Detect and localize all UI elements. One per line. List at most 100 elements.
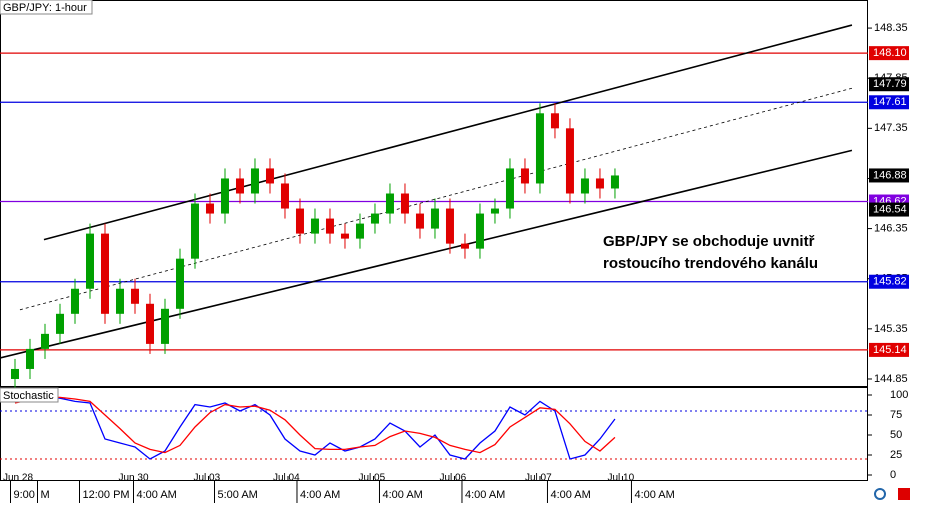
level-label-box [869, 95, 909, 110]
level-label-box [869, 274, 909, 289]
plot: 148.35147.85147.35146.85146.35145.85145.… [0, 22, 909, 503]
candle-body [430, 208, 439, 229]
candle-body [565, 128, 574, 194]
x-tick-label: Jul 03 [193, 473, 220, 484]
candle-body [310, 218, 319, 234]
stochastic-title-box [0, 387, 59, 403]
link-icon[interactable] [874, 488, 886, 500]
stochastic-line [14, 396, 616, 454]
chart-title: GBP/JPY: 1-hour [3, 2, 87, 14]
candle-body [475, 213, 484, 249]
candle-body [40, 333, 49, 349]
candle-body [205, 203, 214, 214]
candle-body [355, 223, 364, 239]
candle-body [490, 208, 499, 214]
candle-body [280, 183, 289, 209]
candle-body [535, 113, 544, 184]
price-marker-label: 147.79 [873, 78, 907, 90]
stochastic-panel [0, 387, 868, 481]
candle-body [445, 208, 454, 244]
candle-body [505, 168, 514, 209]
x-tick-label: 4:00 AM [634, 489, 674, 501]
x-tick-label: 4:00 AM [465, 489, 505, 501]
y-tick-label: 145.35 [874, 323, 908, 335]
candle-body [250, 168, 259, 194]
y-tick-label: 0 [890, 469, 896, 481]
candle-body [595, 178, 604, 189]
price-marker-box [869, 202, 909, 217]
x-tick-label: M [40, 489, 49, 501]
candle-body [550, 113, 559, 129]
y-tick-label: 25 [890, 449, 902, 461]
x-tick-label: 4:00 AM [300, 489, 340, 501]
candle-body [55, 313, 64, 334]
x-tick-label: 4:00 AM [136, 489, 176, 501]
candle-body [115, 288, 124, 314]
y-tick-label: 146.35 [874, 222, 908, 234]
price-marker-label: 146.88 [873, 169, 907, 181]
y-tick-label: 147.35 [874, 122, 908, 134]
level-label: 145.82 [873, 276, 907, 288]
candle-body [400, 193, 409, 214]
x-tick-label: Jul 04 [273, 473, 300, 484]
x-tick-label: 5:00 AM [217, 489, 257, 501]
candle-body [340, 233, 349, 239]
stochastic-line [14, 395, 616, 460]
x-tick-label: Jul 06 [439, 473, 466, 484]
x-tick-label: Jun 30 [118, 473, 148, 484]
level-label: 148.10 [873, 47, 907, 59]
x-tick-label: 12:00 PM [82, 489, 129, 501]
price-marker-box [869, 77, 909, 92]
y-tick-label: 148.35 [874, 22, 908, 34]
level-label-box [869, 342, 909, 357]
trendline [43, 24, 853, 241]
candle-body [610, 175, 619, 189]
candle-body [85, 233, 94, 289]
x-tick-label: Jun 28 [3, 473, 33, 484]
x-tick-label: 4:00 AM [550, 489, 590, 501]
close-icon[interactable] [898, 488, 910, 500]
price-marker-box [869, 168, 909, 183]
y-tick-label: 100 [890, 389, 908, 401]
candle-body [415, 213, 424, 229]
candle-body [520, 168, 529, 184]
level-label: 147.61 [873, 96, 907, 108]
toolbar-icons[interactable] [874, 488, 910, 500]
annotation: rostoucího trendového kanálu [603, 255, 818, 272]
annotation: GBP/JPY se obchoduje uvnitř [603, 233, 815, 250]
candle-body [25, 348, 34, 369]
candle-body [265, 168, 274, 184]
level-label: 145.14 [873, 344, 907, 356]
candle-body [190, 203, 199, 259]
x-tick-label: Jul 07 [525, 473, 552, 484]
candle-body [10, 368, 19, 379]
candle-body [385, 193, 394, 214]
candle-body [580, 178, 589, 194]
candle-body [130, 288, 139, 304]
trendline [0, 149, 853, 359]
y-tick-label: 144.85 [874, 373, 908, 385]
x-tick-label: 4:00 AM [382, 489, 422, 501]
price-marker-label: 146.54 [873, 203, 907, 215]
x-tick-label: Jul 05 [358, 473, 385, 484]
main-panel [0, 0, 868, 387]
level-label-box [869, 46, 909, 61]
x-tick-label: 9:00 [13, 489, 34, 501]
candle-body [460, 243, 469, 249]
candle-body [145, 303, 154, 344]
candle-body [235, 178, 244, 194]
candle-body [370, 213, 379, 224]
candle-body [160, 308, 169, 344]
candle-body [70, 288, 79, 314]
candle-body [325, 218, 334, 234]
candle-body [220, 178, 229, 214]
x-tick-label: Jul 10 [607, 473, 634, 484]
y-tick-label: 75 [890, 409, 902, 421]
title-box [0, 0, 93, 15]
candle-body [100, 233, 109, 314]
stochastic-title: Stochastic [3, 390, 54, 402]
candle-body [175, 258, 184, 309]
candle-body [295, 208, 304, 234]
y-tick-label: 50 [890, 429, 902, 441]
